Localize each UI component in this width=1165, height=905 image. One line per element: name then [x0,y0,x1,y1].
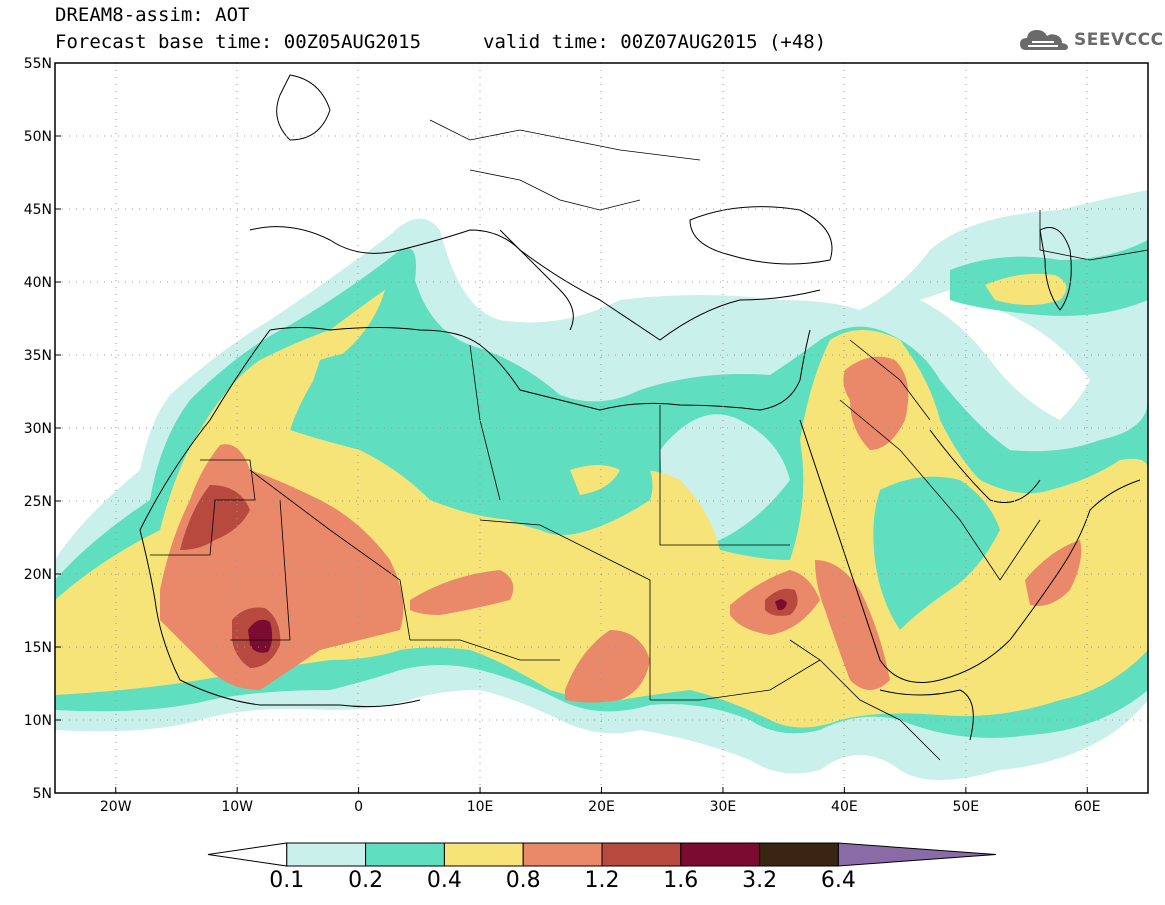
border-central-asia [1039,210,1148,261]
lat-label: 10N [24,713,52,729]
graticule [55,63,1148,793]
colorbar-swatch [601,842,682,867]
colorbar-swatch [759,842,839,867]
border-europe-2 [469,169,641,211]
axis-ticks [55,62,1088,794]
border-niger-nigeria [410,639,560,661]
lon-label: 40E [831,799,858,815]
colorbar-min-arrow [207,842,288,867]
lon-label: 20W [100,799,132,815]
coastline-arabia [799,419,1141,683]
valid-time: valid time: 00Z07AUG2015 (+48) [483,31,827,53]
lon-label: 50E [952,799,979,815]
lon-label: 30E [710,799,737,815]
border-arabia [839,399,1041,581]
colorbar-level-label: 0.1 [269,868,305,893]
colorbar-swatch [443,842,524,867]
coastline-caspian [1039,227,1072,311]
coastline-west-africa [139,529,421,708]
colorbar [207,842,997,867]
colorbar-level-label: 0.4 [426,868,462,893]
lat-label: 50N [24,129,52,145]
aot-level-1-6-sudan [775,599,787,611]
colorbar-level-label: 1.2 [584,868,620,893]
cloud-logo-icon [1020,30,1068,50]
aot-level-0-8-niger [410,570,514,615]
colorbar-level-label: 0.8 [505,868,541,893]
coastlines [139,74,1141,741]
lon-label: 10W [221,799,253,815]
coastline-gulf [929,429,1041,503]
lat-label: 25N [24,494,52,510]
aot-level-1-6 [248,619,273,653]
coastline-italy [499,229,574,331]
lat-label: 30N [24,421,52,437]
aot-level-0-8-chad [565,630,650,703]
aot-level-0-8-redsea [815,560,890,690]
aot-level-1-2 [180,485,250,550]
coastline-black-sea [689,206,833,265]
lat-label: 20N [24,567,52,583]
lat-label: 5N [33,786,52,802]
aot-clear-iran [920,290,1090,420]
border-libya-chad [479,519,651,700]
longitude-labels: 20W 10W 0 10E 20E 30E 40E 50E 60E [100,799,1101,815]
latitude-labels: 55N 50N 45N 40N 35N 30N 25N 20N 15N 10N 5N [24,56,52,802]
lat-label: 15N [24,640,52,656]
lon-label: 10E [467,799,494,815]
forecast-base-time: Forecast base time: 00Z05AUG2015 [55,31,422,53]
colorbar-swatch [365,842,445,867]
lat-label: 55N [24,56,52,72]
coastline-europe [249,226,821,341]
lon-label: 0 [354,799,363,815]
aot-level-0-4-caspian [985,273,1067,305]
colorbar-swatch [680,842,761,867]
aot-level-0-2-interior [310,350,653,535]
lon-label: 60E [1074,799,1101,815]
coastline-north-africa [139,327,811,531]
colorbar-level-label: 3.2 [742,868,778,893]
seevccc-logo: SEEVCCC [1018,26,1163,54]
border-algeria-mali [249,469,411,641]
border-iraq-iran [849,339,931,421]
border-europe-1 [429,119,701,161]
coastline-horn [879,689,974,741]
country-borders [150,119,1148,761]
map-title: DREAM8-assim: AOT [55,4,250,26]
aot-field [55,190,1148,780]
colorbar-swatch [522,842,603,867]
colorbar-level-label: 0.2 [348,868,384,893]
border-egypt-sudan [659,405,790,546]
lon-label: 20E [588,799,615,815]
aot-level-0-8-oman [1025,540,1082,606]
border-sudan-south [650,659,821,701]
border-mauritania [150,459,256,556]
aot-level-0-2-arabia [873,476,1000,630]
colorbar-swatch [286,842,367,867]
aot-level-0-8-iraq [843,356,909,450]
colorbar-max-arrow [837,842,997,867]
coastline-uk [276,74,331,141]
colorbar-level-label: 6.4 [820,868,856,893]
aot-level-0-4-spot [570,465,620,495]
colorbar-level-label: 1.6 [663,868,699,893]
lat-label: 40N [24,275,52,291]
border-ethiopia [789,639,941,761]
border-mali [230,499,291,641]
lat-label: 45N [24,202,52,218]
logo-text: SEEVCCC [1074,30,1164,50]
lat-label: 35N [24,348,52,364]
